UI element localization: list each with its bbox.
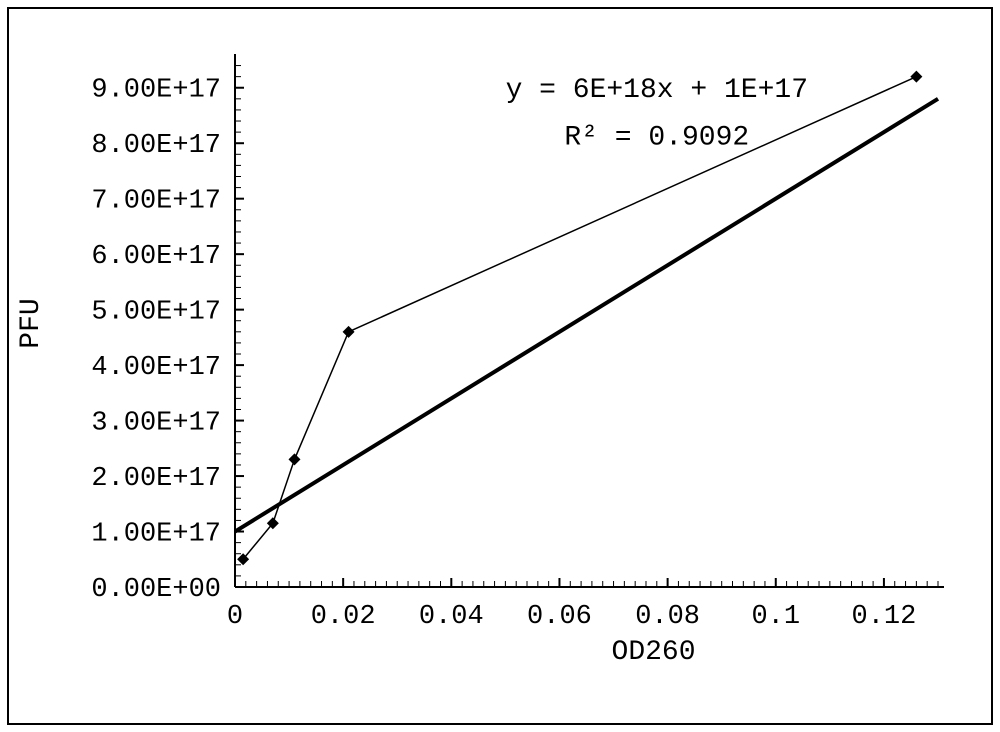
y-tick-label: 6.00E+17	[91, 242, 221, 272]
y-tick-label: 1.00E+17	[91, 520, 221, 550]
x-tick-label: 0.1	[751, 602, 800, 632]
x-tick-label: 0.12	[852, 602, 917, 632]
regression-line	[235, 99, 938, 532]
x-tick-label: 0.08	[635, 602, 700, 632]
chart-svg: 0 0.02 0.04 0.06 0.08 0.1 0.12 0.00E+00 1.00E+1…	[0, 0, 1000, 732]
annotations: y = 6E+18x + 1E+17 R² = 0.9092	[506, 75, 808, 153]
chart-annotation: R² = 0.9092	[564, 122, 749, 153]
x-axis-title: OD260	[612, 637, 696, 668]
regression-trendline	[235, 99, 938, 532]
y-tick-label: 7.00E+17	[91, 187, 221, 217]
x-tick-label: 0.06	[527, 602, 592, 632]
major-ticks	[235, 88, 884, 587]
y-tick-label: 8.00E+17	[91, 131, 221, 161]
chart-annotation: y = 6E+18x + 1E+17	[506, 75, 808, 106]
y-tick-labels: 0.00E+00 1.00E+17 2.00E+17 3.00E+17 4.00E+17…	[91, 76, 221, 605]
chart-container: 0 0.02 0.04 0.06 0.08 0.1 0.12 0.00E+00 1.00E+1…	[0, 0, 1000, 732]
y-tick-label: 0.00E+00	[91, 575, 221, 605]
x-tick-label: 0.02	[311, 602, 376, 632]
y-tick-label: 2.00E+17	[91, 464, 221, 494]
y-tick-label: 3.00E+17	[91, 409, 221, 439]
y-tick-label: 4.00E+17	[91, 353, 221, 383]
x-tick-label: 0.04	[419, 602, 484, 632]
x-tick-labels: 0 0.02 0.04 0.06 0.08 0.1 0.12	[227, 602, 916, 632]
y-axis-title: PFU	[16, 298, 47, 348]
data-marker	[288, 453, 300, 465]
y-tick-label: 9.00E+17	[91, 76, 221, 106]
data-marker	[910, 71, 922, 83]
x-tick-label: 0	[227, 602, 243, 632]
y-tick-label: 5.00E+17	[91, 298, 221, 328]
data-marker	[343, 326, 355, 338]
